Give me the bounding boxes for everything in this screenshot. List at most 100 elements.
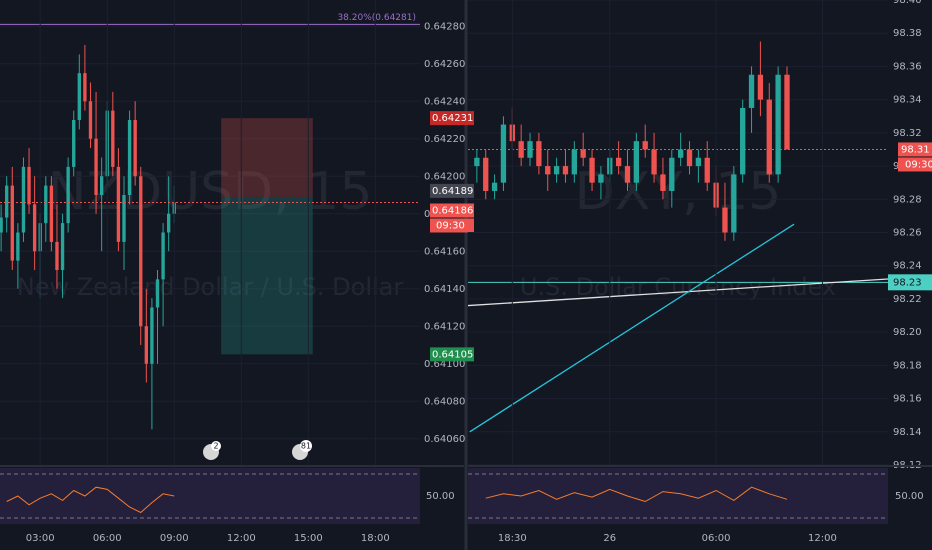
candle-body xyxy=(500,124,507,183)
candle-body xyxy=(633,141,640,183)
target-zone xyxy=(221,196,313,355)
badge-count-bg xyxy=(300,440,312,452)
y-tick-label: 0.64280 xyxy=(424,21,465,32)
candle-body xyxy=(32,204,37,252)
candle-body xyxy=(536,141,542,167)
y-tick-label: 98.16 xyxy=(893,394,922,405)
candle-body xyxy=(589,157,595,183)
trendline xyxy=(469,223,795,433)
candle-body xyxy=(72,120,76,167)
y-tick-label: 98.38 xyxy=(893,28,922,39)
candle-body xyxy=(740,107,746,175)
axis-tag-label: 98.23 xyxy=(893,277,922,288)
y-tick-label: 98.28 xyxy=(893,194,922,205)
watermark-subtitle: New Zealand Dollar / U.S. Dollar xyxy=(17,273,404,301)
candle-body xyxy=(161,232,165,280)
axis-tag-label: 0.64105 xyxy=(432,349,473,360)
countdown: 09:30 xyxy=(436,221,465,232)
y-tick-label: 98.32 xyxy=(893,128,922,139)
candle-body xyxy=(150,307,154,364)
countdown: 09:30 xyxy=(905,159,932,170)
candle-body xyxy=(21,166,26,233)
rsi-background xyxy=(468,468,888,524)
candle-body xyxy=(166,213,171,233)
candle-body xyxy=(545,166,551,175)
candle-body xyxy=(660,174,666,191)
axis-tag xyxy=(430,218,474,233)
badge-count: 2 xyxy=(213,442,218,451)
stop-zone xyxy=(221,118,313,197)
candle-body xyxy=(155,279,160,308)
fib-label: 38.20%(0.64281) xyxy=(337,13,416,23)
candle-body xyxy=(27,166,31,205)
x-tick-label: 15:00 xyxy=(294,533,323,544)
y-tick-label: 98.36 xyxy=(893,61,922,72)
axis-tag xyxy=(430,347,474,362)
candle-body xyxy=(757,74,764,100)
axis-tag xyxy=(888,274,932,291)
candle-body xyxy=(722,207,728,233)
candle-body xyxy=(704,157,710,183)
rsi-tick-label: 50.00 xyxy=(426,491,455,502)
candle-body xyxy=(678,149,684,158)
rsi-line xyxy=(485,486,788,503)
candle-body xyxy=(60,223,65,270)
y-tick-label: 0.64160 xyxy=(424,246,465,257)
watermark-subtitle: U.S. Dollar Currency Index xyxy=(520,273,836,301)
candle-body xyxy=(598,174,604,183)
y-tick-label: 98.14 xyxy=(893,427,922,438)
axis-tag-label: 0.64186 xyxy=(432,206,473,217)
candle-body xyxy=(83,73,87,102)
axis-tag xyxy=(898,157,932,172)
y-tick-label: 0.64220 xyxy=(424,134,465,145)
y-tick-label: 0.64260 xyxy=(424,59,465,70)
y-tick-label: 98.26 xyxy=(893,228,922,239)
trendline xyxy=(468,278,888,307)
candle-body xyxy=(580,149,586,158)
axis-tag-label: 98.31 xyxy=(901,144,930,155)
x-tick-label: 26 xyxy=(603,533,616,544)
candle-body xyxy=(94,138,98,195)
candle-body xyxy=(139,176,143,327)
x-tick-label: 12:00 xyxy=(808,533,837,544)
candle-body xyxy=(77,73,81,120)
candle-body xyxy=(88,101,93,139)
candle-body xyxy=(642,141,648,150)
candle-body xyxy=(55,241,59,270)
y-tick-label: 0.64100 xyxy=(424,359,465,370)
candle-body xyxy=(784,74,790,150)
candle-body xyxy=(686,149,693,167)
candle-body xyxy=(127,120,132,195)
axis-tag xyxy=(430,111,474,126)
badge-count-bg xyxy=(211,441,221,451)
candle-body xyxy=(49,185,54,242)
axis-tag-label: 0.64231 xyxy=(432,113,473,124)
y-tick-label: 0.64060 xyxy=(424,434,465,445)
candle-body xyxy=(116,166,121,242)
candle-body xyxy=(651,149,657,175)
y-tick-label: 98.40 xyxy=(893,0,922,6)
candle-body xyxy=(66,166,70,224)
candle-body xyxy=(731,174,737,233)
candle-body xyxy=(44,185,48,224)
axis-tag xyxy=(430,183,474,198)
y-tick-label: 0.64200 xyxy=(424,171,465,182)
candle-body xyxy=(0,217,3,233)
candle-body xyxy=(5,185,9,218)
candle-body xyxy=(10,185,14,261)
y-tick-label: 98.22 xyxy=(893,294,922,305)
candle-body xyxy=(527,141,533,158)
candle-body xyxy=(669,157,675,191)
y-tick-label: 0.64140 xyxy=(424,284,465,295)
y-tick-label: 98.24 xyxy=(893,261,922,272)
candle-body xyxy=(144,326,149,364)
axis-tag-label: 0.64189 xyxy=(432,186,473,197)
candle-body xyxy=(775,74,781,175)
event-badge[interactable]: 81 xyxy=(292,440,312,460)
y-tick-label: 0.64080 xyxy=(424,396,465,407)
event-badge[interactable]: 2 xyxy=(203,441,221,460)
y-tick-label: 98.20 xyxy=(893,327,922,338)
watermark: DXY, 15 xyxy=(575,162,782,222)
